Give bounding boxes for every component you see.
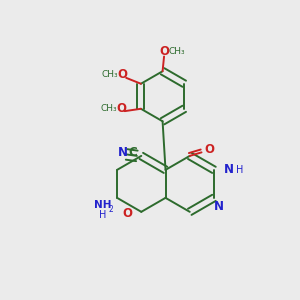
Text: N: N: [214, 200, 224, 213]
Text: CH₃: CH₃: [100, 104, 117, 113]
Text: O: O: [116, 102, 126, 115]
Text: O: O: [159, 45, 169, 58]
Text: CH₃: CH₃: [102, 70, 118, 80]
Text: N: N: [118, 146, 128, 159]
Text: O: O: [204, 143, 214, 157]
Text: O: O: [123, 207, 133, 220]
Text: O: O: [117, 68, 128, 81]
Text: NH: NH: [94, 200, 111, 210]
Text: N: N: [224, 164, 234, 176]
Text: C: C: [128, 146, 137, 159]
Text: H: H: [236, 165, 244, 175]
Text: CH₃: CH₃: [168, 47, 185, 56]
Text: 2: 2: [109, 205, 113, 214]
Text: H: H: [99, 210, 106, 220]
